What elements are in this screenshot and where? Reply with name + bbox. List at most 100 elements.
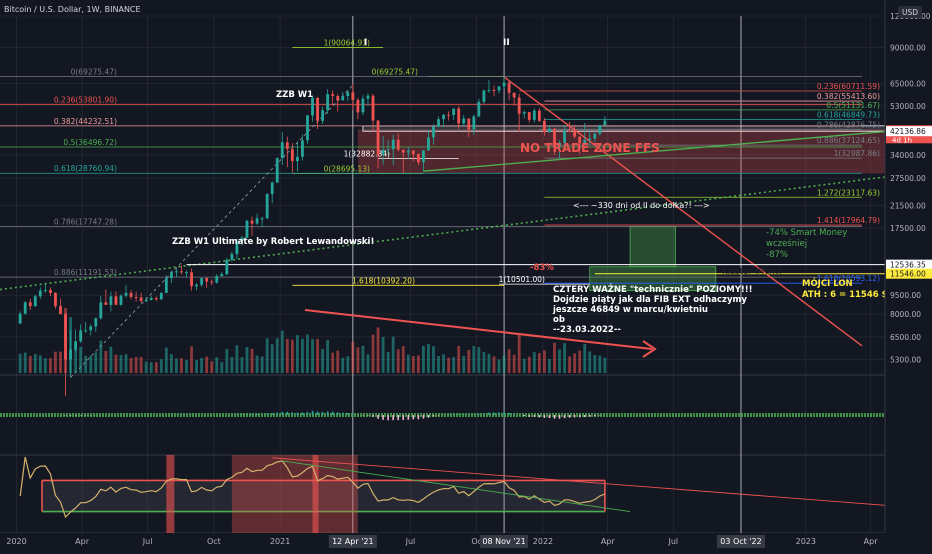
volume-bar (492, 356, 496, 373)
rsi-trend-line (282, 460, 631, 513)
candle-body (326, 94, 330, 111)
candle-body (129, 292, 133, 297)
note-line-5: --23.03.2022-- (553, 325, 621, 335)
candle-body (149, 298, 153, 300)
candle-body (593, 133, 597, 139)
candle-body (190, 272, 193, 287)
volume-bar (583, 343, 587, 373)
time-tick-label: Jul (667, 537, 678, 546)
volume-bar (442, 354, 445, 373)
fib-level-label: 0.236(53801.90) (54, 95, 117, 104)
candle-body (411, 150, 415, 155)
candle-body (442, 114, 445, 120)
candle-body (563, 130, 566, 143)
fib-level-label: 0.886(11191.53) (54, 268, 117, 277)
volume-bar (275, 338, 279, 373)
candle-body (588, 138, 592, 140)
candle-body (144, 299, 148, 302)
volume-bar (578, 350, 582, 373)
candle-body (482, 90, 486, 102)
volume-bar (49, 358, 52, 373)
volume-bar (482, 352, 486, 373)
candle-body (225, 259, 229, 275)
candle-body (351, 92, 355, 100)
volume-bar (366, 354, 370, 373)
volume-bar (467, 350, 471, 373)
volume-bar (411, 356, 415, 373)
candle-body (285, 142, 289, 150)
ath-label: ATH : 6 = 11546 $ (802, 290, 888, 300)
no-trade-zone-box (357, 129, 885, 174)
candle-body (250, 220, 254, 224)
wave-1-label: I (364, 38, 367, 48)
volume-bar (225, 348, 229, 373)
volume-bar (59, 351, 62, 373)
fib-level-label: 0.786(42876.75) (817, 120, 880, 129)
candle-body (416, 154, 420, 163)
time-tick-label: Apr (75, 537, 90, 546)
candle-body (139, 297, 143, 302)
candle-body (331, 94, 335, 97)
volume-bar (139, 356, 143, 373)
fib-level-label: 1(10501.00) (499, 275, 545, 284)
volume-bar (351, 341, 355, 373)
volume-bar (376, 327, 380, 373)
candle-body (542, 120, 546, 133)
volume-bar (517, 333, 521, 373)
fib-level-label: 0(69275.47) (71, 67, 117, 76)
long-term-support-line (0, 176, 886, 291)
volume-bar (84, 355, 88, 373)
volume-bar (502, 355, 506, 373)
volume-bar (311, 339, 314, 373)
fib-level-label: 0.236(60711.59) (817, 82, 880, 91)
volume-bar (23, 352, 27, 373)
smart-money-box (629, 226, 676, 268)
candle-body (517, 97, 521, 114)
candle-body (472, 116, 476, 130)
volume-bar (69, 317, 72, 373)
time-tick-label: Oc (471, 537, 482, 546)
candle-body (548, 128, 551, 133)
candle-body (361, 98, 365, 113)
candle-body (114, 296, 118, 305)
volume-bar (356, 347, 360, 373)
volume-bar (452, 357, 456, 373)
time-highlight-tag (480, 535, 529, 548)
time-highlight-label: 08 Nov '21 (482, 537, 525, 546)
volume-bar (306, 334, 309, 373)
volume-bar (593, 354, 597, 373)
time-highlight-label: 12 Apr '21 (332, 537, 373, 546)
price-tick-label: 17500.00 (890, 224, 926, 233)
candle-body (371, 95, 375, 121)
note-line-2: Dojdzie piąty jak dla FIB EXT odhaczymy (553, 295, 747, 305)
volume-bar (336, 350, 340, 373)
volume-bar (164, 347, 168, 373)
price-tag-label: 11546.00 (890, 270, 926, 279)
note-line-1: CZTERY WAŻNE "technicznie" POZIOMY!!! (553, 284, 752, 295)
volume-bar (210, 361, 214, 373)
candle-body (537, 110, 541, 121)
candle-body (23, 302, 27, 314)
volume-bar (185, 359, 188, 373)
symbol-title: Bitcoin / U.S. Dollar, 1W, BINANCE (4, 5, 141, 14)
candle-body (457, 108, 461, 124)
price-tick-label: 34000.00 (890, 151, 926, 160)
candle-body (507, 82, 511, 93)
note-line-4: ob (553, 315, 565, 325)
volume-bar (573, 353, 577, 373)
candle-body (527, 112, 531, 120)
volume-bar (175, 358, 178, 373)
volume-bar (79, 346, 83, 373)
candle-body (427, 137, 430, 151)
volume-bar (422, 345, 425, 373)
price-tick-label: 9500.00 (890, 291, 921, 300)
volume-bar (341, 357, 345, 373)
time-axis-background (0, 533, 932, 550)
volume-bar (240, 357, 244, 373)
candle-body (195, 284, 198, 287)
candle-body (386, 149, 390, 151)
candle-body (583, 139, 587, 144)
